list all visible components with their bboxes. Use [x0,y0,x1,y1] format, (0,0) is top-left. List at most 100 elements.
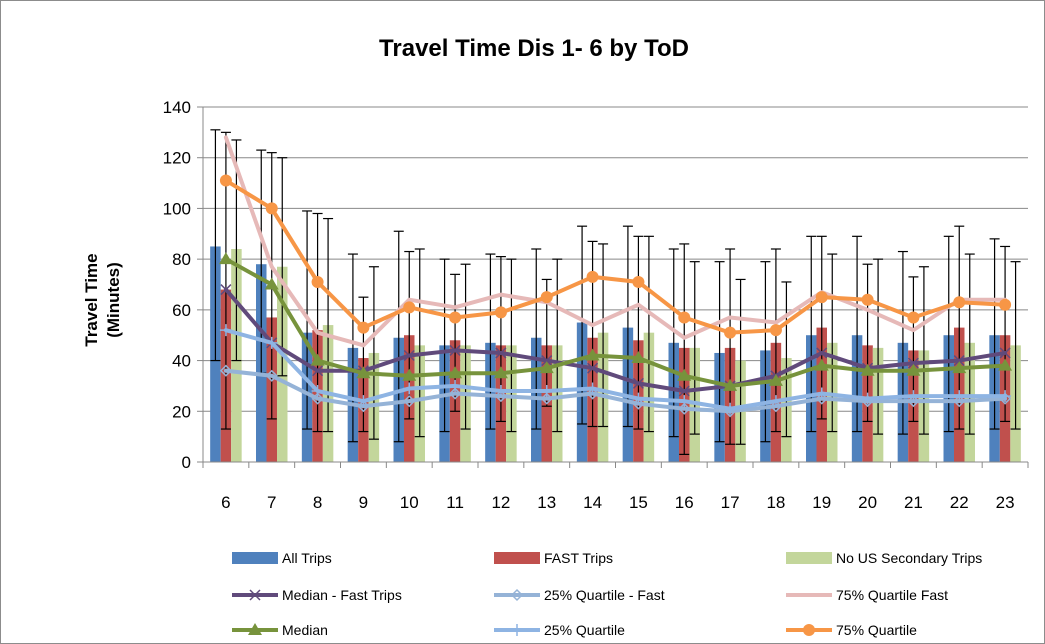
point-25-quartile-17 [724,402,737,415]
line-25-quartile-fast [223,368,1008,414]
point-median-fast-trips-14 [587,362,599,374]
point-median-fast-trips-11 [449,344,461,356]
line-75-quartile-fast [223,135,1008,348]
legend-item-75-quartile-fast: 75% Quartile Fast [786,587,948,603]
legend-label-median: Median [282,622,328,638]
x-tick-label-18: 18 [766,493,785,512]
x-tick-label-12: 12 [491,493,510,512]
point-25-quartile-fast-9 [357,400,370,413]
point-25-quartile-6 [219,324,232,337]
point-75-quartile-8 [311,275,324,288]
point-median-fast-trips-19 [816,347,828,359]
x-tick-label-10: 10 [400,493,419,512]
y-axis-label-line-2: (Minutes) [104,262,123,338]
point-median-fast-trips-6 [220,284,232,296]
x-tick-label-6: 6 [221,493,230,512]
line-75-quartile [223,178,1008,335]
point-75-quartile-12 [494,306,507,319]
legend-label-fast-trips: FAST Trips [544,550,613,566]
point-75-quartile-7 [265,202,278,215]
legend-item-no-us-secondary-trips: No US Secondary Trips [786,550,982,566]
legend-item-median-fast-trips: Median - Fast Trips [232,587,402,603]
x-tick-label-14: 14 [583,493,602,512]
legend-swatch-no-us-secondary-trips [786,552,832,564]
point-75-quartile-18 [769,324,782,337]
point-75-quartile-10 [403,301,416,314]
legend-item-fast-trips: FAST Trips [494,550,613,566]
point-median-fast-trips-13 [541,355,553,367]
point-median-12 [493,366,508,379]
x-tick-label-17: 17 [721,493,740,512]
point-25-quartile-9 [357,395,370,408]
point-25-quartile-fast-10 [403,395,416,408]
y-tick-label-60: 60 [172,301,191,320]
point-median-9 [356,366,371,379]
point-75-quartile-9 [357,321,370,334]
point-median-22 [952,361,967,374]
point-median-13 [539,361,554,374]
legend-label-25-quartile-fast: 25% Quartile - Fast [544,587,665,603]
point-75-quartile-21 [907,311,920,324]
point-median-fast-trips-23 [999,347,1011,359]
point-25-quartile-10 [403,382,416,395]
point-25-quartile-fast-19 [815,392,828,405]
x-tick-label-8: 8 [313,493,322,512]
point-75-quartile-20 [861,293,874,306]
legend: All Trips FAST Trips No US Secondary Trips… [232,550,982,638]
legend-item-all-trips: All Trips [232,550,332,566]
legend-marker-75-quartile [803,624,815,636]
point-median-7 [264,277,279,290]
point-median-fast-trips-21 [907,357,919,369]
point-75-quartile-23 [999,298,1012,311]
point-25-quartile-21 [907,390,920,403]
x-tick-label-20: 20 [858,493,877,512]
point-75-quartile-19 [815,291,828,304]
legend-swatch-fast-trips [494,552,540,564]
point-25-quartile-22 [953,390,966,403]
point-75-quartile-14 [586,270,599,283]
x-tick-label-21: 21 [904,493,923,512]
axes: 0 20 40 60 80 100 120 140 6 7 8 9 10 11 12 13 14 15 16 17 18… [163,98,1029,512]
point-25-quartile-fast-15 [632,397,645,410]
x-tick-label-7: 7 [267,493,276,512]
point-median-15 [631,351,646,364]
legend-label-75-quartile-fast: 75% Quartile Fast [836,587,948,603]
legend-item-25-quartile-fast: 25% Quartile - Fast [494,587,665,603]
point-median-23 [998,358,1013,371]
point-75-quartile-17 [724,326,737,339]
point-25-quartile-fast-11 [449,387,462,400]
x-tick-label-9: 9 [359,493,368,512]
y-tick-label-140: 140 [163,98,191,117]
point-25-quartile-18 [769,395,782,408]
x-tick-label-19: 19 [812,493,831,512]
point-25-quartile-16 [678,395,691,408]
x-tick-label-15: 15 [629,493,648,512]
point-25-quartile-fast-21 [907,395,920,408]
point-median-fast-trips-12 [495,347,507,359]
point-25-quartile-fast-7 [265,369,278,382]
point-median-14 [585,348,600,361]
y-tick-label-100: 100 [163,199,191,218]
point-75-quartile-22 [953,296,966,309]
point-median-17 [723,378,738,391]
legend-item-75-quartile: 75% Quartile [786,622,917,638]
point-75-quartile-15 [632,275,645,288]
x-tick-label-16: 16 [675,493,694,512]
x-tick-label-13: 13 [537,493,556,512]
legend-item-median: Median [232,622,328,638]
chart-title: Travel Time Dis 1- 6 by ToD [379,35,689,62]
point-25-quartile-fast-12 [494,390,507,403]
legend-label-25-quartile: 25% Quartile [544,622,625,638]
series-lines [218,135,1013,418]
legend-label-no-us-secondary-trips: No US Secondary Trips [836,550,982,566]
point-25-quartile-20 [861,392,874,405]
point-25-quartile-23 [999,390,1012,403]
point-median-21 [906,363,921,376]
x-tick-label-11: 11 [446,493,464,512]
y-tick-label-120: 120 [163,149,191,168]
point-median-16 [677,368,692,381]
point-median-fast-trips-22 [953,355,965,367]
point-25-quartile-19 [815,387,828,400]
line-25-quartile [223,328,1008,411]
